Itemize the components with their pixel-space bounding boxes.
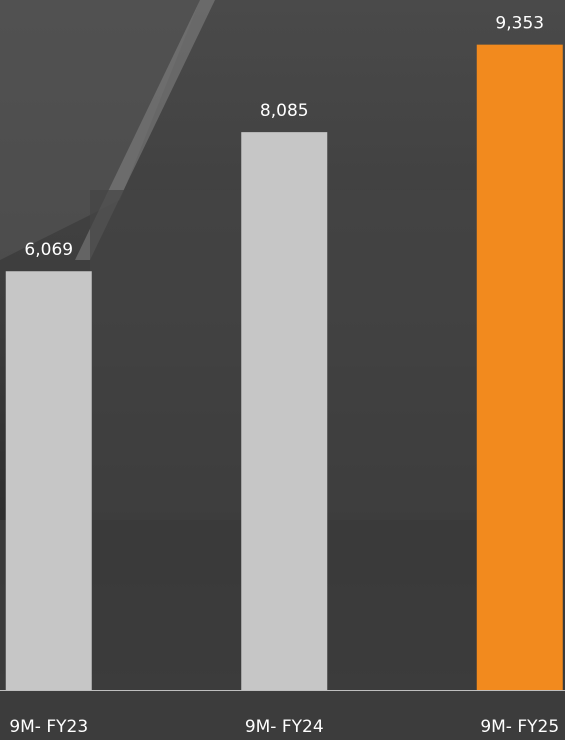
value-label: 6,069 [24,240,73,260]
background-shape [0,0,200,260]
bar [5,271,92,690]
x-tick-label: 9M- FY24 [245,717,324,737]
x-tick-label: 9M- FY25 [480,717,559,737]
x-tick-label: 9M- FY23 [9,717,88,737]
value-label: 9,353 [495,14,544,34]
bar [241,132,328,690]
bar [476,44,563,690]
value-label: 8,085 [260,101,309,121]
